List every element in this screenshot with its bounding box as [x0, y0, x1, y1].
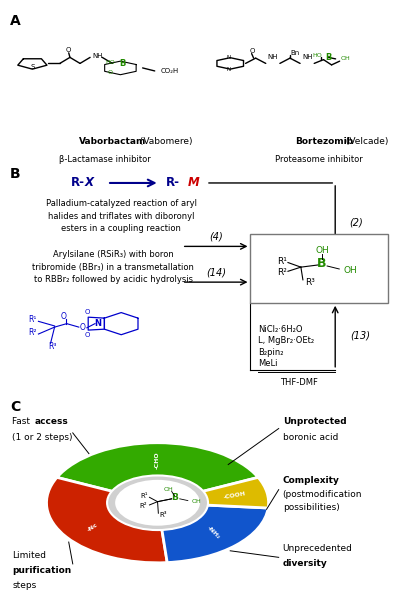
Text: MeLi: MeLi — [258, 359, 278, 368]
Text: -CHO: -CHO — [155, 451, 160, 469]
Text: NH: NH — [92, 53, 103, 59]
Text: N: N — [226, 55, 230, 60]
Text: Unprotected: Unprotected — [283, 418, 346, 426]
Text: R-: R- — [71, 177, 85, 189]
Text: B: B — [10, 167, 21, 181]
Text: R²: R² — [28, 328, 36, 338]
Text: R³: R³ — [49, 342, 57, 351]
Text: CO₂H: CO₂H — [161, 68, 179, 74]
Text: O: O — [84, 332, 89, 338]
Text: Palladium-catalyzed reaction of aryl
halides and triflates with diboronyl
esters: Palladium-catalyzed reaction of aryl hal… — [46, 199, 197, 234]
Text: access: access — [34, 418, 68, 426]
Circle shape — [107, 475, 208, 530]
Text: B₂pin₂: B₂pin₂ — [258, 348, 284, 357]
Bar — [250, 234, 388, 303]
Text: Bn: Bn — [291, 50, 300, 56]
Text: B: B — [119, 59, 126, 68]
Text: (2): (2) — [349, 217, 363, 227]
Text: R²: R² — [277, 268, 287, 277]
Text: R¹: R¹ — [28, 314, 36, 323]
Text: OH: OH — [192, 499, 201, 504]
Wedge shape — [47, 477, 167, 563]
Text: R-: R- — [166, 177, 180, 189]
Text: R¹: R¹ — [140, 493, 147, 499]
Text: R²: R² — [140, 503, 147, 509]
Text: B: B — [325, 53, 332, 62]
Text: N: N — [226, 67, 230, 72]
Text: THF-DMF: THF-DMF — [280, 378, 318, 387]
Text: Vaborbactam: Vaborbactam — [79, 137, 146, 146]
Text: (14): (14) — [206, 267, 226, 277]
Text: Bortezomib: Bortezomib — [295, 137, 353, 146]
Text: OH: OH — [315, 247, 329, 255]
Text: B: B — [171, 493, 178, 502]
Text: HO: HO — [105, 60, 115, 65]
Text: C: C — [10, 400, 21, 414]
Text: Unprecedented: Unprecedented — [283, 544, 353, 553]
Text: β-Lactamase inhibitor: β-Lactamase inhibitor — [59, 156, 151, 164]
Text: S: S — [30, 64, 35, 70]
Text: O: O — [61, 312, 67, 321]
Text: Proteasome inhibitor: Proteasome inhibitor — [275, 156, 363, 164]
Circle shape — [115, 480, 200, 526]
Text: HO: HO — [313, 53, 322, 58]
Text: OH: OH — [164, 487, 174, 492]
Text: purification: purification — [12, 566, 71, 575]
Text: (Vabomere): (Vabomere) — [137, 137, 193, 146]
Text: (4): (4) — [209, 231, 223, 241]
Text: (postmodification: (postmodification — [283, 490, 362, 499]
Text: B: B — [317, 257, 327, 270]
Text: -Nc: -Nc — [87, 522, 99, 533]
Text: X: X — [85, 177, 94, 189]
Text: N: N — [95, 319, 102, 328]
Wedge shape — [162, 505, 268, 563]
Text: OH: OH — [343, 266, 357, 275]
Text: O: O — [80, 323, 86, 332]
Text: (1 or 2 steps): (1 or 2 steps) — [12, 433, 73, 442]
Text: Arylsilane (RSiR₃) with boron
tribromide (BBr₃) in a transmetallation
to RBBr₂ f: Arylsilane (RSiR₃) with boron tribromide… — [32, 250, 194, 284]
Text: (Velcade): (Velcade) — [343, 137, 389, 146]
Text: O: O — [84, 309, 89, 315]
Text: NH: NH — [302, 54, 313, 60]
Text: R³: R³ — [159, 512, 167, 518]
Text: Complexity: Complexity — [283, 477, 339, 485]
Text: R¹: R¹ — [277, 257, 287, 266]
Text: (13): (13) — [350, 330, 370, 340]
Text: O: O — [250, 47, 255, 54]
Text: NH: NH — [268, 54, 278, 60]
Text: A: A — [10, 14, 21, 28]
Text: -NH₂: -NH₂ — [206, 525, 221, 541]
Text: steps: steps — [12, 581, 36, 590]
Text: boronic acid: boronic acid — [283, 433, 338, 442]
Text: NiCl₂·6H₂O: NiCl₂·6H₂O — [258, 325, 303, 334]
Text: possibilities): possibilities) — [283, 502, 339, 512]
Wedge shape — [57, 443, 258, 492]
Wedge shape — [200, 477, 269, 508]
Text: Fast: Fast — [12, 418, 33, 426]
Text: diversity: diversity — [283, 560, 328, 568]
Text: -COOH: -COOH — [223, 491, 247, 500]
Text: O: O — [108, 70, 113, 75]
Text: OH: OH — [340, 57, 350, 62]
Text: R³: R³ — [305, 277, 315, 287]
Text: Vaborbactam (Vabomere): Vaborbactam (Vabomere) — [79, 137, 194, 146]
Text: M: M — [188, 177, 199, 189]
Text: O: O — [65, 47, 70, 53]
Text: L, MgBr₂·OEt₂: L, MgBr₂·OEt₂ — [258, 336, 315, 346]
Text: Limited: Limited — [12, 550, 46, 560]
